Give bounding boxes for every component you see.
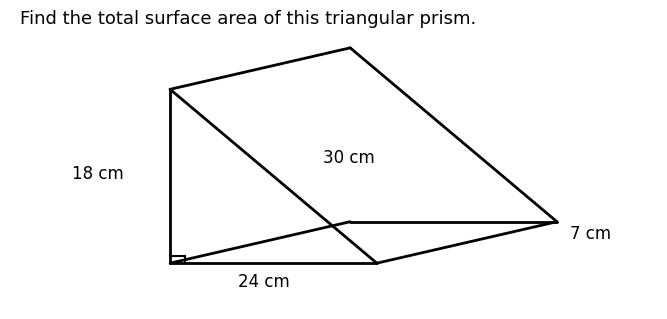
Text: 7 cm: 7 cm bbox=[570, 226, 612, 243]
Text: 24 cm: 24 cm bbox=[237, 273, 289, 291]
Text: Find the total surface area of this triangular prism.: Find the total surface area of this tria… bbox=[20, 10, 476, 27]
Text: 30 cm: 30 cm bbox=[323, 149, 376, 167]
Text: 18 cm: 18 cm bbox=[71, 165, 123, 183]
